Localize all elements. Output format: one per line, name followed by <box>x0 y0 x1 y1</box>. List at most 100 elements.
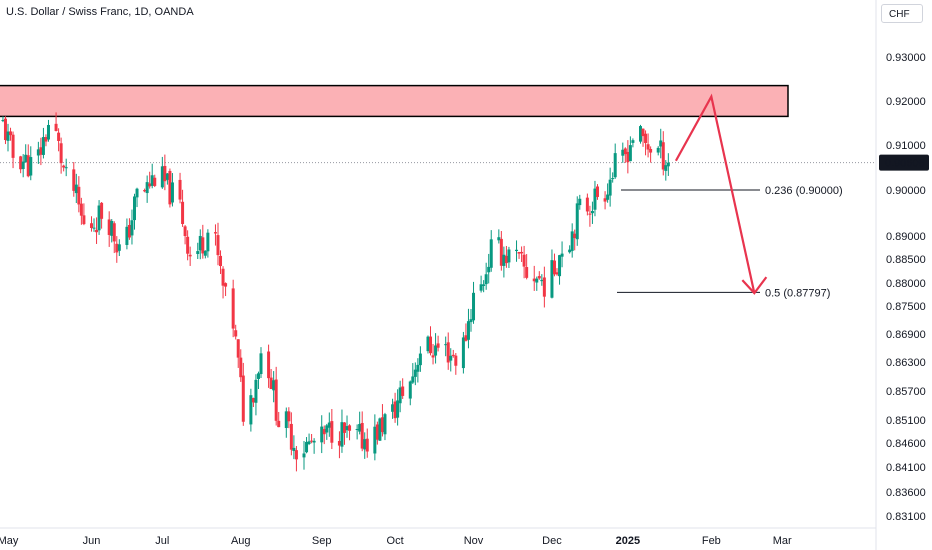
candle <box>522 245 526 279</box>
price-tick-label: 0.93000 <box>886 52 926 64</box>
candle-body <box>661 142 665 170</box>
candle <box>411 363 415 384</box>
candle-body <box>540 279 544 282</box>
candle <box>259 347 263 379</box>
price-tick-label: 0.90000 <box>886 185 926 197</box>
candle-body <box>646 144 650 150</box>
candle <box>201 224 205 259</box>
candle-body <box>568 249 572 253</box>
price-tick-label: 0.84600 <box>886 438 926 450</box>
candle <box>95 217 99 244</box>
candle-body <box>97 205 101 231</box>
candle <box>196 242 200 259</box>
resistance-zone[interactable] <box>0 84 789 118</box>
candle-body <box>236 339 240 358</box>
candle <box>666 153 670 176</box>
candle-body <box>396 400 400 418</box>
candle-body <box>287 411 291 422</box>
candle <box>360 411 364 452</box>
candle <box>502 246 506 278</box>
candle-body <box>588 213 592 215</box>
candle <box>525 254 529 280</box>
candle <box>590 201 594 224</box>
currency-button[interactable]: CHF <box>881 4 923 23</box>
candle-body <box>206 232 210 252</box>
candle <box>44 134 48 147</box>
candle-body <box>305 441 309 453</box>
candle <box>29 146 33 181</box>
candle-body <box>150 175 154 186</box>
candle <box>54 112 58 132</box>
fibonacci-levels[interactable]: 0.236 (0.90000) 0.5 (0.87797) <box>617 185 843 299</box>
candle <box>153 174 157 188</box>
price-tick-label: 0.87500 <box>886 301 926 313</box>
time-axis[interactable]: May Jun Jul Aug Sep Oct Nov Dec 2025 Feb Mar <box>0 535 792 547</box>
candle-body <box>641 128 645 137</box>
time-tick-label: Feb <box>702 535 721 547</box>
candle-body <box>9 131 13 136</box>
candle <box>269 368 273 390</box>
projection-arrow[interactable] <box>674 93 768 295</box>
candle-body <box>170 182 174 203</box>
candle <box>6 123 10 152</box>
candle-body <box>606 194 610 200</box>
price-tick-label: 0.91000 <box>886 140 926 152</box>
candle <box>535 276 539 291</box>
candle-body <box>461 337 465 369</box>
candle <box>603 191 607 210</box>
candle <box>429 326 433 356</box>
candle <box>542 266 546 308</box>
candle-body <box>234 330 238 337</box>
candle <box>558 254 562 285</box>
time-tick-label: Jun <box>83 535 101 547</box>
candle-body <box>626 151 630 163</box>
candle <box>327 412 331 437</box>
candle-body <box>454 355 458 366</box>
candle <box>127 218 131 240</box>
candle <box>611 172 615 183</box>
candle <box>499 231 503 271</box>
candle <box>289 412 293 456</box>
candle-body <box>231 288 235 329</box>
candle-body <box>434 345 438 356</box>
candle <box>560 241 564 268</box>
candle <box>393 392 397 423</box>
candle-body <box>472 292 476 321</box>
candle <box>213 224 217 246</box>
candle-body <box>292 447 296 452</box>
candle-body <box>418 353 422 366</box>
candle-body <box>221 268 225 286</box>
candle <box>363 432 367 459</box>
candle <box>72 162 76 197</box>
candle-body <box>502 254 506 266</box>
chart-title: U.S. Dollar / Swiss Franc, 1D, OANDA <box>6 6 194 18</box>
candle-body <box>216 235 220 256</box>
candle <box>183 225 187 245</box>
candle <box>130 209 134 245</box>
candle-body <box>411 376 415 383</box>
candle <box>274 366 278 426</box>
candle <box>277 411 281 428</box>
candle-body <box>595 186 599 197</box>
candle-body <box>127 224 131 238</box>
candle-body <box>224 283 228 287</box>
candle <box>77 176 81 213</box>
candle-body <box>558 255 562 277</box>
candle <box>515 240 519 262</box>
candle-body <box>393 401 397 419</box>
price-tick-label: 0.86900 <box>886 329 926 341</box>
candle <box>46 119 50 142</box>
candle <box>479 275 483 293</box>
candle-body <box>117 244 121 251</box>
candle-body <box>110 220 114 236</box>
candle-body <box>254 379 258 403</box>
candle <box>117 239 121 256</box>
candle-body <box>429 336 433 354</box>
candle <box>555 268 559 276</box>
candle <box>112 221 116 254</box>
price-axis[interactable]: 0.93000 0.92000 0.91000 0.90000 0.89000 0.885… <box>886 52 926 523</box>
candle-body <box>659 140 663 147</box>
candle <box>348 424 352 441</box>
candle-body <box>74 184 78 194</box>
